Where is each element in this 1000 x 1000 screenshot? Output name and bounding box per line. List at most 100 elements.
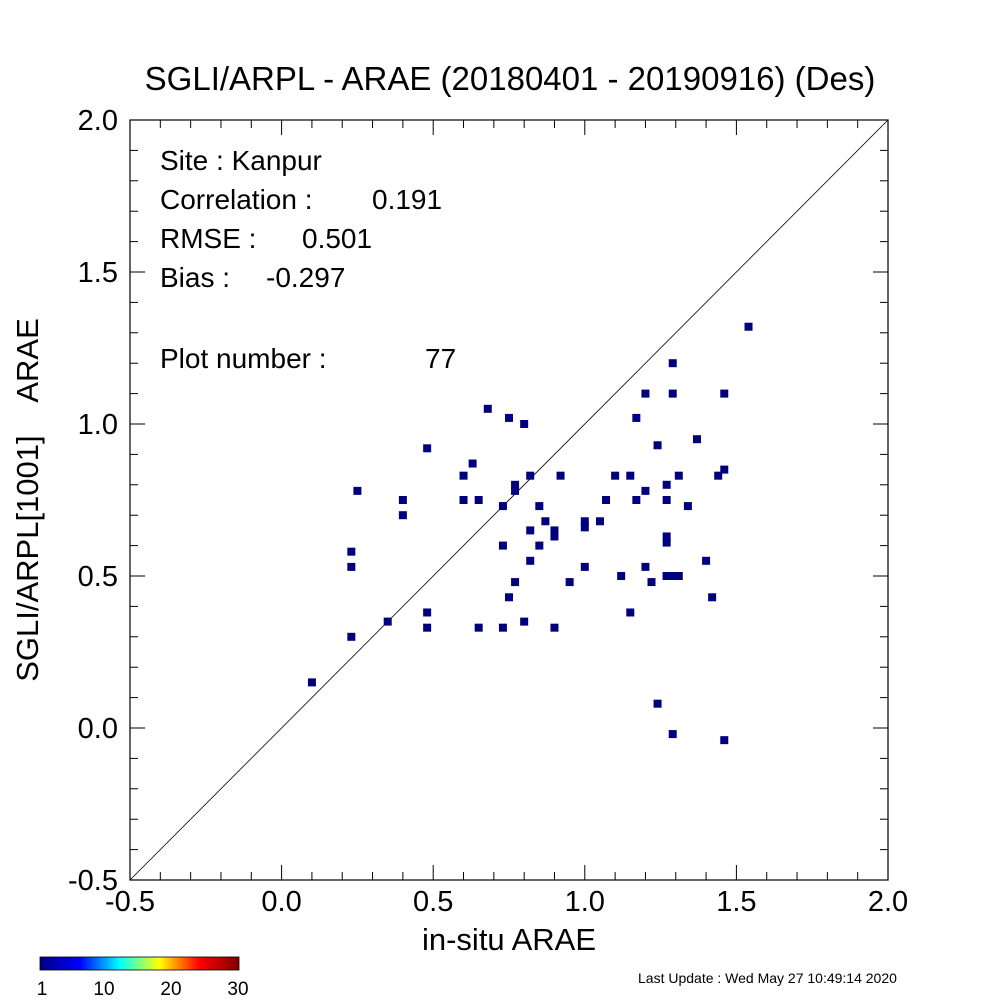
scatter-point xyxy=(459,471,468,480)
x-tick-label: 2.0 xyxy=(868,886,908,918)
scatter-point xyxy=(744,322,753,331)
scatter-point xyxy=(423,608,432,617)
scatter-point xyxy=(383,617,392,626)
colorbar-tick-label: 1 xyxy=(37,979,48,1000)
scatter-point xyxy=(692,435,701,444)
scatter-point xyxy=(498,623,507,632)
scatter-point xyxy=(556,471,565,480)
scatter-point xyxy=(708,593,717,602)
y-tick-label: 0.0 xyxy=(78,713,118,745)
y-axis-title: SGLI/ARPL[1001] ARAE xyxy=(10,318,45,682)
scatter-point xyxy=(565,578,574,587)
scatter-point xyxy=(526,526,535,535)
scatter-point xyxy=(347,547,356,556)
scatter-point xyxy=(580,523,589,532)
stats-annotation: Site : Kanpur Correlation : 0.191 RMSE :… xyxy=(160,145,456,374)
scatter-point xyxy=(662,480,671,489)
scatter-point xyxy=(550,526,559,535)
scatter-point xyxy=(520,420,529,428)
scatter-point xyxy=(632,413,641,422)
scatter-point xyxy=(423,623,432,632)
scatter-point xyxy=(647,578,656,587)
scatter-point xyxy=(720,389,729,398)
scatter-point xyxy=(459,496,468,504)
x-tick-label: -0.5 xyxy=(105,886,155,918)
plot-number-value: 77 xyxy=(425,343,456,374)
scatter-point xyxy=(674,572,683,580)
scatter-point xyxy=(526,471,535,480)
y-tick-label: 2.0 xyxy=(78,105,118,137)
scatter-point xyxy=(535,502,544,511)
x-tick-label: 1.0 xyxy=(565,886,605,918)
last-update-text: Last Update : Wed May 27 10:49:14 2020 xyxy=(638,970,897,986)
x-axis-title: in-situ ARAE xyxy=(422,922,596,957)
scatter-point xyxy=(602,496,611,504)
plot-number-label: Plot number : xyxy=(160,343,327,374)
colorbar xyxy=(39,956,240,971)
site-label: Site : Kanpur xyxy=(160,145,322,176)
scatter-point xyxy=(526,556,535,565)
scatter-point xyxy=(653,441,662,450)
scatter-point xyxy=(483,404,492,413)
colorbar-tick-label: 30 xyxy=(227,979,248,1000)
bias-label: Bias : xyxy=(160,262,230,293)
axis-ticks xyxy=(129,119,889,881)
scatter-point xyxy=(580,562,589,571)
bias-value: -0.297 xyxy=(266,262,345,293)
y-tick-label: 0.5 xyxy=(78,561,118,593)
scatter-point xyxy=(641,486,650,495)
scatter-point xyxy=(720,465,729,474)
scatter-point xyxy=(668,389,677,398)
scatter-point xyxy=(474,496,483,504)
scatter-point xyxy=(617,572,626,580)
scatter-point xyxy=(307,678,316,687)
correlation-value: 0.191 xyxy=(372,184,442,215)
x-tick-label: 0.5 xyxy=(413,886,453,918)
y-tick-label: 1.5 xyxy=(78,257,118,289)
scatter-point xyxy=(668,730,677,739)
rmse-value: 0.501 xyxy=(302,223,372,254)
scatter-point xyxy=(498,541,507,550)
scatter-point xyxy=(668,572,677,580)
scatter-point xyxy=(520,617,529,626)
scatter-point xyxy=(541,517,550,526)
y-tick-label: 1.0 xyxy=(78,409,118,441)
scatter-point xyxy=(535,541,544,550)
scatter-point xyxy=(347,562,356,571)
scatter-point xyxy=(474,623,483,632)
scatter-point xyxy=(662,532,671,541)
scatter-point xyxy=(398,496,407,504)
scatter-points xyxy=(307,322,753,745)
scatter-point xyxy=(468,459,477,468)
scatter-point xyxy=(423,444,432,453)
scatter-point xyxy=(611,471,620,480)
scatter-point xyxy=(653,699,662,708)
rmse-label: RMSE : xyxy=(160,223,256,254)
colorbar-tick-label: 20 xyxy=(160,979,181,1000)
scatter-point xyxy=(505,413,513,422)
plot-frame xyxy=(129,119,889,881)
scatter-point xyxy=(353,486,362,495)
scatter-point xyxy=(511,480,520,489)
scatter-point xyxy=(674,471,683,480)
scatter-point xyxy=(662,572,671,580)
colorbar-tick-labels: 1 10 20 30 xyxy=(37,979,249,1000)
scatter-point xyxy=(505,593,513,602)
scatter-point xyxy=(398,511,407,520)
one-to-one-line xyxy=(129,119,889,881)
colorbar-tick-label: 10 xyxy=(93,979,114,1000)
scatter-point xyxy=(626,608,635,617)
scatter-point xyxy=(662,496,671,504)
scatter-point xyxy=(641,389,650,398)
scatter-point xyxy=(511,486,520,495)
scatter-point xyxy=(347,632,356,641)
chart-title: SGLI/ARPL - ARAE (20180401 - 20190916) (… xyxy=(145,60,876,97)
scatter-point xyxy=(668,359,677,368)
scatter-point xyxy=(662,538,671,547)
scatter-point xyxy=(641,562,650,571)
scatter-point xyxy=(550,532,559,541)
scatter-point xyxy=(714,471,723,480)
scatter-point xyxy=(626,471,635,480)
scatter-point xyxy=(595,517,604,526)
